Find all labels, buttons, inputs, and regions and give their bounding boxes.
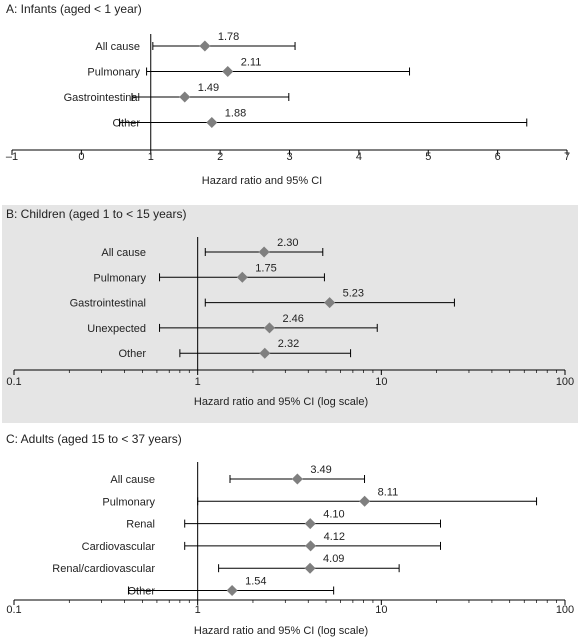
x-tick-label: 7	[564, 151, 570, 163]
forest-plot-infants: –1 0 1 2 3 4 5 6 7 Hazard ratio and 95% CI All cau…	[6, 31, 570, 187]
category-label: All cause	[95, 41, 140, 53]
hazard-ratio-label: 2.32	[278, 338, 299, 350]
hazard-ratio-label: 1.75	[255, 262, 276, 274]
category-label: Pulmonary	[93, 272, 146, 284]
category-label: Renal	[126, 519, 155, 531]
x-tick-label: 1	[195, 604, 201, 616]
category-label: All cause	[101, 247, 146, 259]
x-axis-label: Hazard ratio and 95% CI (log scale)	[194, 396, 368, 408]
category-label: Cardiovascular	[82, 541, 156, 553]
category-label: All cause	[110, 474, 155, 486]
hazard-ratio-marker	[206, 117, 218, 128]
category-label: Other	[112, 118, 140, 130]
hazard-ratio-marker	[199, 40, 211, 52]
panel-adults: C: Adults (aged 15 to < 37 years) 0.1 1 10…	[0, 430, 580, 640]
forest-plot-children: 0.1 1 10 100 Hazard ratio and 95% CI (log sc…	[2, 205, 578, 423]
x-tick-label: 5	[425, 151, 431, 163]
category-label: Gastrointestinal	[64, 92, 140, 104]
x-tick-label: 100	[556, 604, 574, 616]
hazard-ratio-label: 1.88	[225, 108, 246, 120]
x-tick-label: 100	[556, 376, 574, 388]
hazard-ratio-marker	[226, 585, 238, 596]
hazard-ratio-marker	[324, 297, 336, 309]
hazard-ratio-marker	[305, 540, 317, 552]
x-tick-label: 0	[78, 151, 84, 163]
hazard-ratio-label: 4.12	[324, 531, 345, 543]
hazard-ratio-marker	[359, 495, 371, 507]
hazard-ratio-label: 8.11	[378, 486, 399, 498]
hazard-ratio-marker	[263, 322, 275, 334]
hazard-ratio-marker	[222, 66, 234, 77]
hazard-ratio-marker	[179, 91, 191, 103]
x-tick-label: 10	[375, 376, 387, 388]
hazard-ratio-marker	[304, 518, 316, 530]
x-tick-label: 4	[356, 151, 362, 163]
x-tick-label: 1	[148, 151, 154, 163]
hazard-ratio-marker	[304, 562, 316, 574]
x-tick-label: 0.1	[6, 376, 21, 388]
category-label: Unexpected	[87, 323, 146, 335]
hazard-ratio-label: 1.78	[218, 31, 239, 43]
panel-a-title: A: Infants (aged < 1 year)	[6, 2, 142, 16]
panel-children: 0.1 1 10 100 Hazard ratio and 95% CI (log sc…	[0, 205, 580, 423]
x-tick-label: 6	[495, 151, 501, 163]
x-tick-label: 0.1	[6, 604, 21, 616]
x-axis-label: Hazard ratio and 95% CI (log scale)	[194, 625, 368, 637]
panel-c-title: C: Adults (aged 15 to < 37 years)	[6, 432, 182, 446]
category-label: Pulmonary	[102, 496, 155, 508]
hazard-ratio-label: 2.30	[277, 237, 298, 249]
hazard-ratio-label: 3.49	[310, 464, 331, 476]
category-label: Renal/cardiovascular	[52, 563, 155, 575]
forest-plot-adults: 0.1 1 10 100 Hazard ratio and 95% CI (log sc…	[6, 462, 574, 637]
category-label: Pulmonary	[87, 67, 140, 79]
x-tick-label: 10	[375, 604, 387, 616]
hazard-ratio-label: 5.23	[343, 288, 364, 300]
hazard-ratio-marker	[259, 347, 271, 359]
panel-infants: A: Infants (aged < 1 year) –1 0 1 2 3 4 5 6 7 Haz…	[0, 0, 580, 192]
category-label: Gastrointestinal	[70, 298, 146, 310]
hazard-ratio-label: 2.46	[282, 313, 303, 325]
x-tick-label: 2	[217, 151, 223, 163]
x-tick-label: –1	[6, 151, 18, 163]
category-label: Other	[127, 586, 155, 598]
x-tick-label: 1	[195, 376, 201, 388]
hazard-ratio-label: 1.49	[198, 82, 219, 94]
hazard-ratio-marker	[236, 271, 248, 283]
hazard-ratio-label: 4.10	[323, 509, 344, 521]
hazard-ratio-label: 1.54	[245, 576, 266, 588]
panel-b-title: B: Children (aged 1 to < 15 years)	[6, 207, 187, 221]
hazard-ratio-label: 4.09	[323, 553, 344, 565]
hazard-ratio-marker	[258, 246, 270, 258]
panel-background	[2, 205, 578, 423]
hazard-ratio-label: 2.11	[241, 57, 262, 69]
x-axis-label: Hazard ratio and 95% CI	[202, 175, 322, 187]
hazard-ratio-marker	[291, 473, 303, 485]
category-label: Other	[118, 348, 146, 360]
x-tick-label: 3	[286, 151, 292, 163]
